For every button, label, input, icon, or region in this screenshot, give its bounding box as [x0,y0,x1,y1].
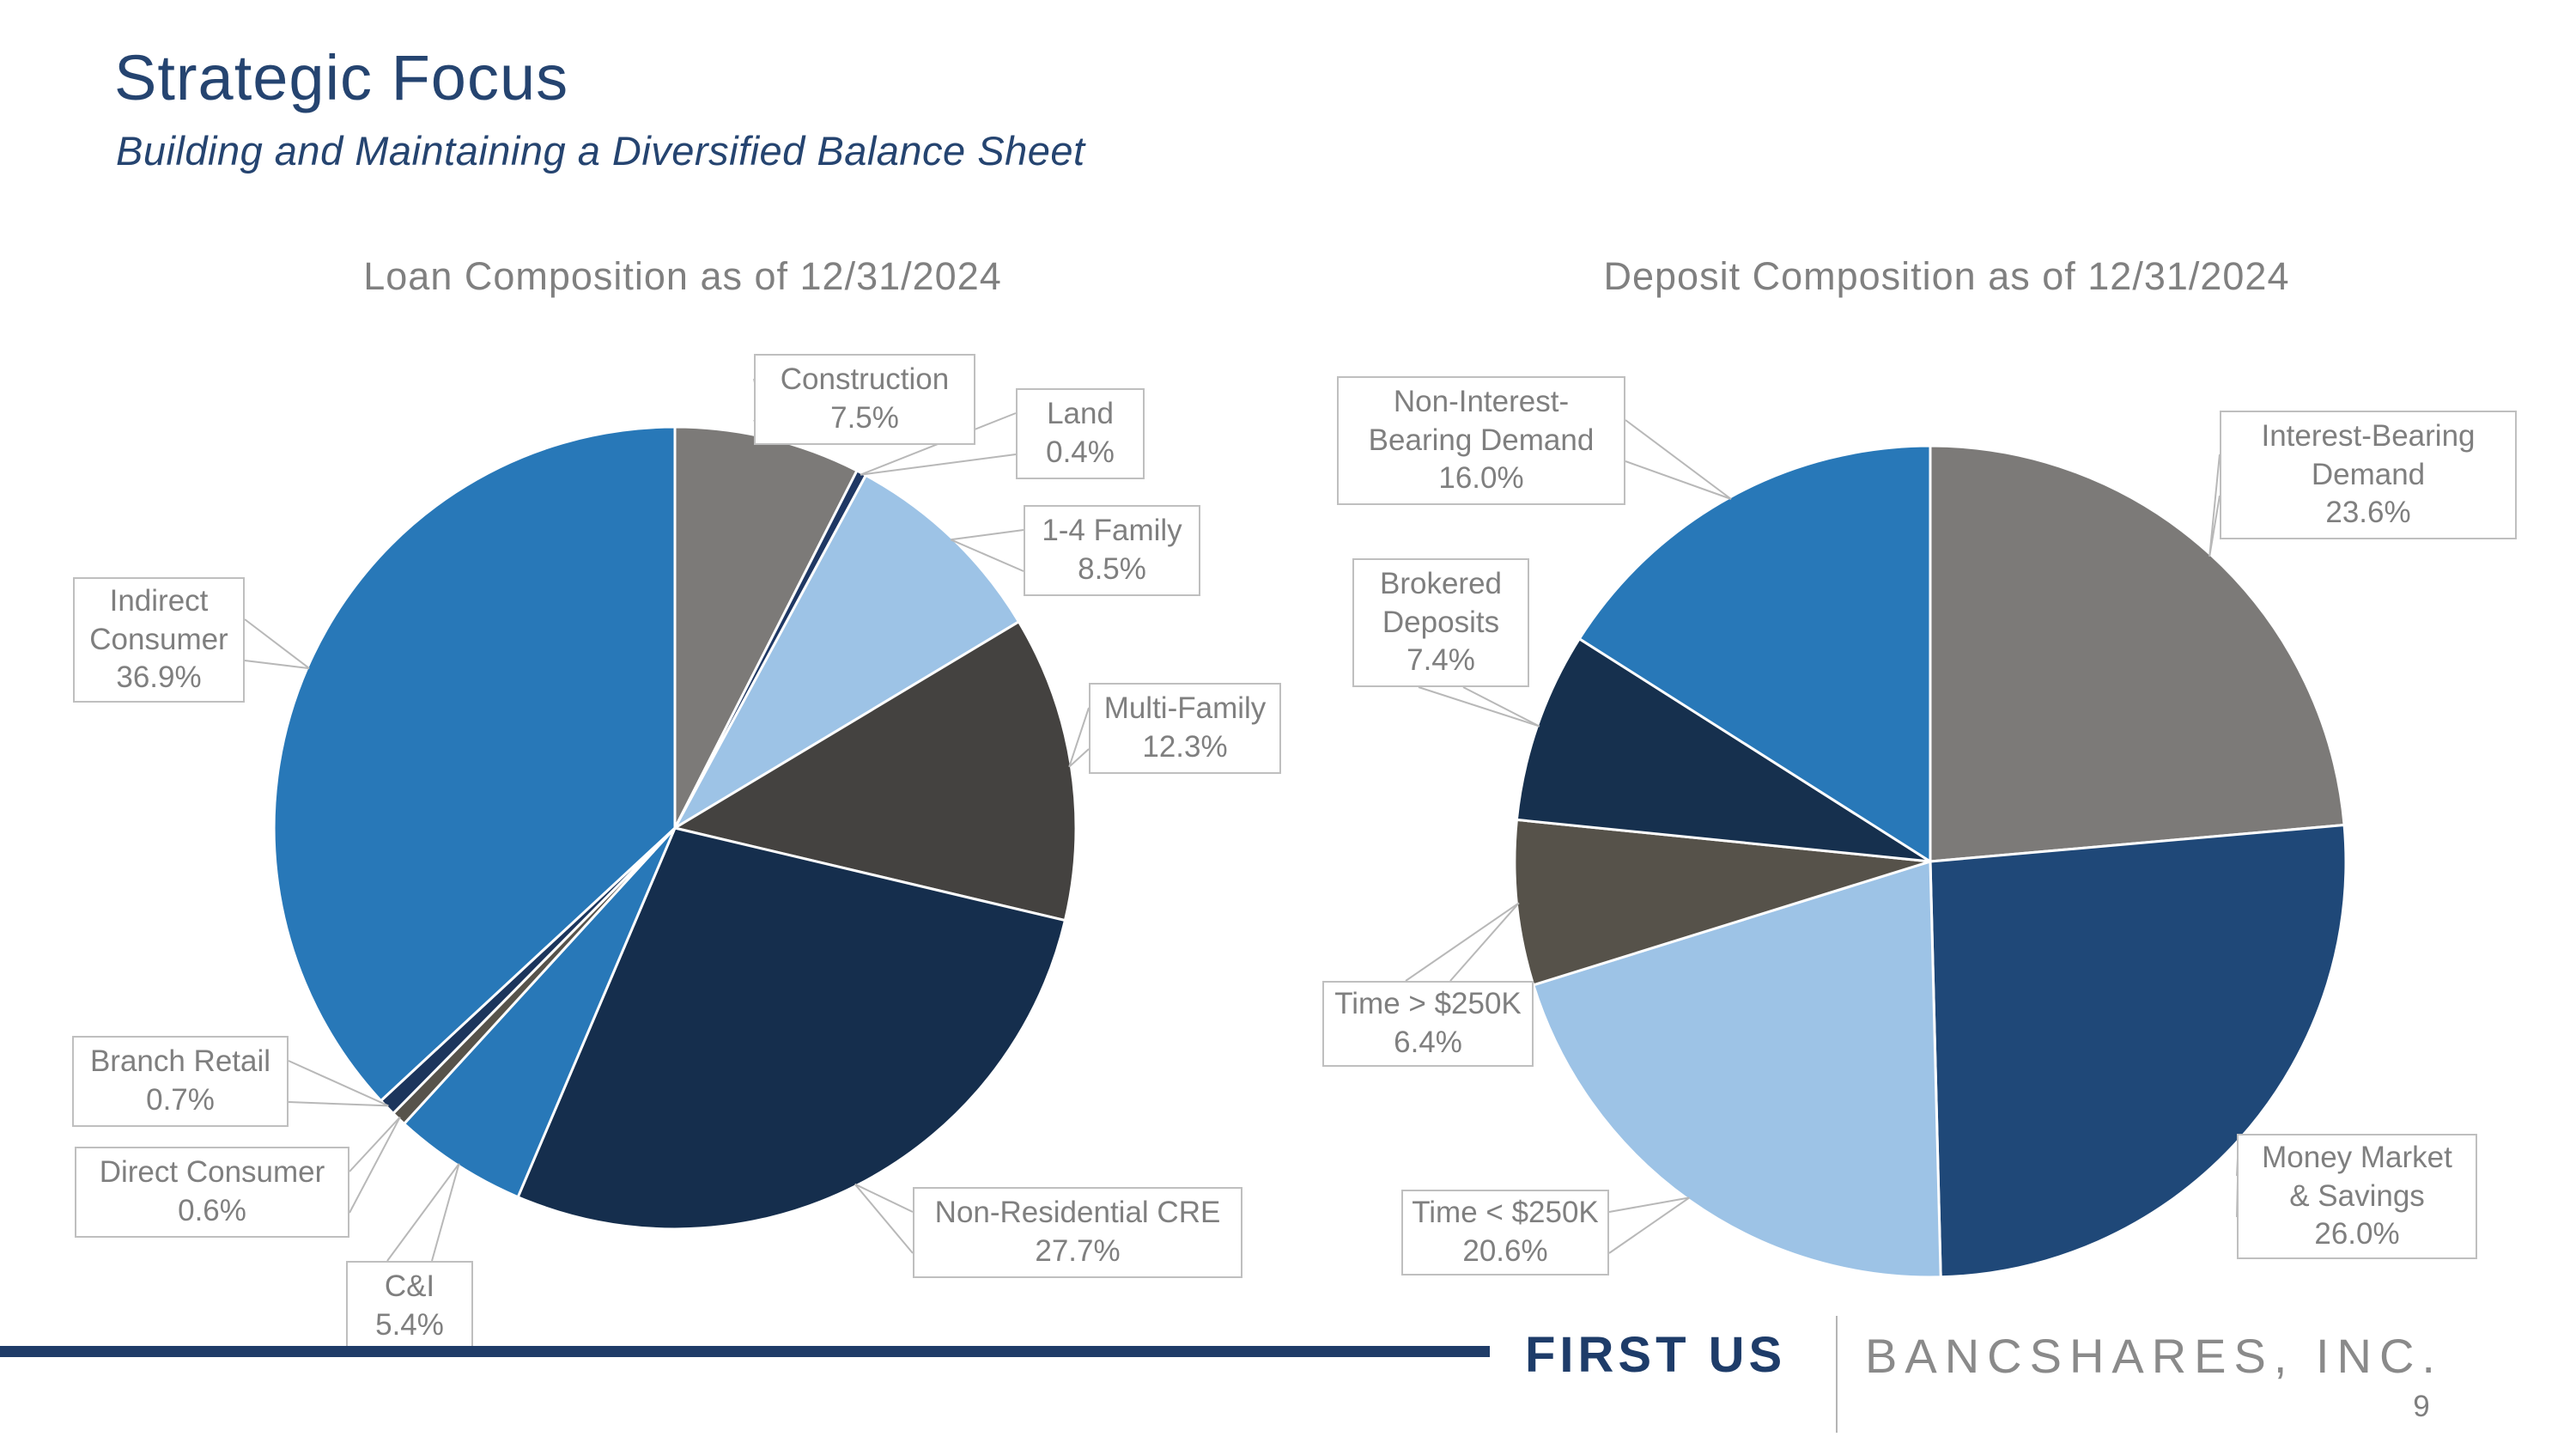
callout-pct: 7.5% [830,401,899,435]
footer-brand-primary: FIRST US [1525,1327,1787,1383]
callout-text-line: Indirect [109,583,209,618]
leader-line-deposit-non-interest-bearing-demand [1625,419,1732,500]
leader-line-loan-c-i [386,1163,460,1262]
leader-line-loan-non-residential-cre [854,1184,914,1254]
leader-line-deposit-interest-bearing-demand [2208,454,2221,557]
callout-pct: 5.4% [375,1308,444,1342]
leader-line-loan-indirect-consumer [244,618,310,669]
callout-pct: 6.4% [1394,1026,1462,1059]
leader-line-deposit-brokered-deposits [1462,686,1540,728]
leader-line-loan-direct-consumer [349,1117,401,1172]
callout-pct: 0.6% [178,1194,246,1227]
pie-slice-loan-multi-family [673,620,1078,922]
callout-pct: 20.6% [1462,1234,1548,1268]
callout-pct: 27.7% [1035,1234,1121,1268]
pie-slice-deposit-time-250k [1513,818,1932,987]
callout-text-line: Branch Retail [89,1044,271,1079]
callout-text-line: Brokered [1379,566,1503,600]
leader-line-deposit-brokered-deposits [1418,686,1540,728]
footer-accent-bar [0,1346,1490,1357]
leader-line-deposit-time-250k [1405,902,1520,982]
callout-text-line: Interest-Bearing [2261,418,2476,453]
callout-loan-land: Land 0.4% [1016,388,1145,479]
leader-line-loan-indirect-consumer [244,660,310,670]
page-number: 9 [2413,1390,2430,1423]
callout-loan-c-i: C&I 5.4% [346,1261,473,1352]
loan-chart-title: Loan Composition as of 12/31/2024 [363,254,1002,298]
callout-text-line: Multi-Family [1103,691,1267,726]
leader-line-loan-multi-family [1068,707,1090,768]
callout-text-line: Demand [2311,457,2426,491]
callout-text-line: Land [1047,397,1114,431]
callout-pct: 36.9% [116,661,202,695]
callout-text-line: Money Market [2262,1140,2452,1174]
leader-line-deposit-time-250k [1608,1196,1690,1254]
leader-line-loan-branch-retail [288,1060,389,1107]
leader-line-deposit-interest-bearing-demand [2208,495,2221,557]
callout-text-line: Deposits [1382,605,1500,639]
callout-deposit-time-250k: Time > $250K 6.4% [1322,981,1534,1067]
pie-slice-loan-1-4-family [673,473,1020,830]
leader-line-deposit-non-interest-bearing-demand [1625,460,1732,500]
callout-text-line: Time < $250K [1412,1196,1599,1230]
callout-text-line: Non-Residential CRE [934,1196,1221,1230]
callout-pct: 23.6% [2325,496,2411,530]
callout-pct: 7.4% [1406,643,1475,678]
deposit-chart-title: Deposit Composition as of 12/31/2024 [1603,254,2290,298]
callout-text-line: 1-4 Family [1042,514,1182,548]
page-title: Strategic Focus [114,42,569,113]
leader-line-loan-multi-family [1068,748,1090,768]
footer-brand-secondary: BANCSHARES, INC. [1865,1329,2443,1383]
leader-line-loan-direct-consumer [349,1117,401,1214]
leader-line-loan-c-i [431,1163,460,1262]
callout-text-line: Construction [780,362,950,397]
callout-text-line: Direct Consumer [99,1155,325,1190]
callout-pct: 12.3% [1142,730,1228,764]
callout-deposit-money-market-savings: Money Market & Savings 26.0% [2237,1134,2477,1259]
callout-text-line: Consumer [89,622,228,656]
callout-pct: 16.0% [1438,461,1524,496]
callout-loan-construction: Construction 7.5% [754,354,975,445]
callout-pct: 0.4% [1046,435,1115,469]
callout-deposit-interest-bearing-demand: Interest-Bearing Demand 23.6% [2220,411,2517,539]
callout-pct: 26.0% [2314,1217,2400,1251]
callout-pct: 8.5% [1078,552,1146,586]
callout-deposit-brokered-deposits: Brokered Deposits 7.4% [1352,558,1529,687]
footer-divider [1836,1316,1838,1433]
leader-line-loan-non-residential-cre [854,1183,914,1213]
callout-loan-non-residential-cre: Non-Residential CRE 27.7% [913,1187,1242,1278]
callout-loan-indirect-consumer: Indirect Consumer 36.9% [73,577,245,703]
callout-deposit-time-250k: Time < $250K 20.6% [1401,1190,1609,1275]
callout-loan-multi-family: Multi-Family 12.3% [1089,683,1281,774]
leader-line-deposit-time-250k [1449,902,1520,982]
pie-slice-deposit-interest-bearing-demand [1929,444,2346,863]
leader-line-deposit-time-250k [1608,1196,1690,1213]
callout-loan-1-4-family: 1-4 Family 8.5% [1024,505,1200,596]
leader-line-loan-land [860,454,1017,476]
callout-text-line: C&I [384,1269,435,1304]
page-subtitle: Building and Maintaining a Diversified B… [116,128,1085,174]
leader-line-loan-1-4-family [951,529,1024,541]
callout-text-line: Bearing Demand [1368,423,1595,457]
callout-text-line: Time > $250K [1334,987,1522,1021]
callout-deposit-non-interest-bearing-demand: Non-Interest- Bearing Demand 16.0% [1337,376,1625,505]
callout-text-line: & Savings [2289,1178,2425,1213]
callout-pct: 0.7% [146,1083,215,1117]
leader-line-loan-1-4-family [950,539,1024,572]
leader-line-loan-branch-retail [288,1101,389,1107]
callout-loan-direct-consumer: Direct Consumer 0.6% [75,1147,349,1238]
callout-text-line: Non-Interest- [1393,384,1570,418]
callout-loan-branch-retail: Branch Retail 0.7% [72,1036,289,1127]
